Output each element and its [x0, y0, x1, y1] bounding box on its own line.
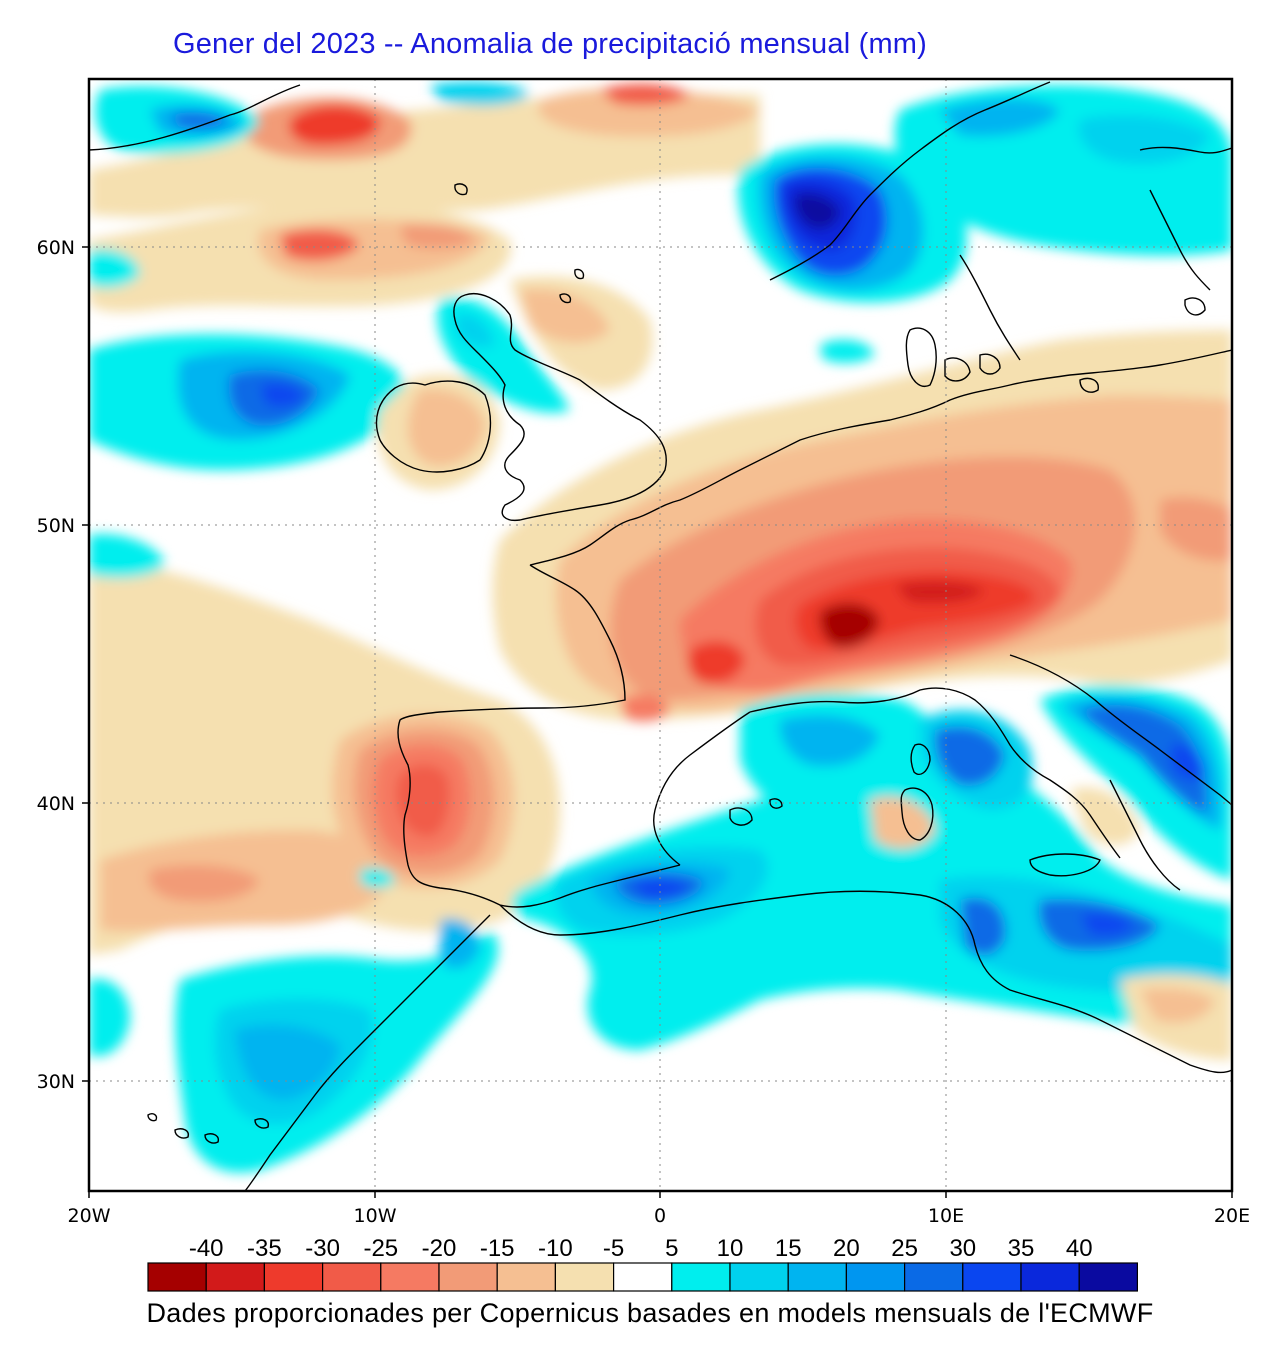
lat-label-40n: 40N — [37, 793, 75, 815]
legend-swatch — [903, 1262, 964, 1292]
legend-swatch — [322, 1262, 382, 1292]
legend-label: -25 — [363, 1235, 398, 1262]
legend-swatch — [380, 1262, 440, 1292]
lat-label-50n: 50N — [37, 515, 75, 537]
legend-swatch — [554, 1262, 615, 1292]
legend-swatch — [263, 1262, 324, 1292]
legend-label: -30 — [305, 1235, 340, 1262]
legend-label: 40 — [1066, 1235, 1093, 1262]
map-title: Gener del 2023 -- Anomalia de precipitac… — [172, 28, 928, 60]
legend-label: 35 — [1008, 1235, 1035, 1262]
tick-marks — [82, 246, 1233, 1198]
legend-label: -40 — [189, 1235, 224, 1262]
legend-swatch — [1078, 1262, 1138, 1292]
legend-swatch — [1020, 1262, 1080, 1292]
legend-swatch — [962, 1262, 1022, 1292]
coastlines — [89, 81, 1232, 1191]
legend-label: -10 — [538, 1235, 573, 1262]
legend-label: 25 — [891, 1235, 918, 1262]
legend-swatch — [787, 1262, 848, 1292]
graticule — [89, 79, 1232, 1191]
anomaly-field — [89, 79, 1232, 1191]
legend-swatch — [612, 1262, 673, 1292]
lon-label-10e: 10E — [928, 1205, 964, 1227]
lon-label-10w: 10W — [354, 1205, 397, 1227]
legend-label: 20 — [833, 1235, 860, 1262]
legend-label: 10 — [717, 1235, 744, 1262]
data-source-note: Dades proporcionades per Copernicus basa… — [146, 1298, 1154, 1328]
legend-swatch — [729, 1262, 789, 1292]
lon-label-20e: 20E — [1214, 1205, 1250, 1227]
legend-swatch — [438, 1262, 498, 1292]
lat-label-60n: 60N — [37, 237, 75, 259]
legend-label: -5 — [603, 1235, 624, 1262]
lon-label-20w: 20W — [68, 1205, 111, 1227]
legend-swatch — [671, 1262, 731, 1292]
legend-label: 15 — [775, 1235, 802, 1262]
legend-label: 5 — [665, 1235, 678, 1262]
legend-label: -20 — [422, 1235, 457, 1262]
legend-swatch — [496, 1262, 557, 1292]
legend-labels: -40 -35 -30 -25 -20 -15 -10 -5 5 10 15 20 25 30 35 40 — [189, 1235, 1093, 1262]
legend-swatch — [845, 1262, 906, 1292]
lat-label-30n: 30N — [37, 1071, 75, 1093]
legend-swatch — [205, 1262, 265, 1292]
legend-label: -15 — [480, 1235, 515, 1262]
lon-label-0: 0 — [654, 1205, 666, 1227]
legend-colorbar — [147, 1262, 1138, 1292]
legend-label: 30 — [949, 1235, 976, 1262]
legend-swatch — [147, 1262, 207, 1292]
legend-label: -35 — [247, 1235, 282, 1262]
